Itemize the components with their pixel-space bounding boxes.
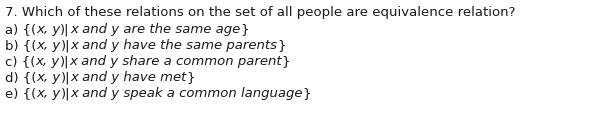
Text: x and y speak a common language: x and y speak a common language bbox=[70, 87, 303, 100]
Text: )|: )| bbox=[61, 39, 70, 52]
Text: 7. Which of these relations on the set of all people are equivalence relation?: 7. Which of these relations on the set o… bbox=[5, 6, 516, 19]
Text: }: } bbox=[277, 39, 285, 52]
Text: x, y: x, y bbox=[36, 71, 61, 84]
Text: x and y share a common parent: x and y share a common parent bbox=[69, 55, 282, 68]
Text: x, y: x, y bbox=[36, 87, 61, 100]
Text: c) {(: c) {( bbox=[5, 55, 35, 68]
Text: x, y: x, y bbox=[36, 39, 61, 52]
Text: e) {(: e) {( bbox=[5, 87, 36, 100]
Text: }: } bbox=[240, 23, 249, 36]
Text: b) {(: b) {( bbox=[5, 39, 36, 52]
Text: d) {(: d) {( bbox=[5, 71, 36, 84]
Text: x, y: x, y bbox=[35, 55, 60, 68]
Text: }: } bbox=[282, 55, 290, 68]
Text: x and y are the same age: x and y are the same age bbox=[70, 23, 240, 36]
Text: )|: )| bbox=[61, 87, 70, 100]
Text: x and y have met: x and y have met bbox=[70, 71, 187, 84]
Text: x, y: x, y bbox=[36, 23, 60, 36]
Text: )|: )| bbox=[60, 55, 69, 68]
Text: }: } bbox=[303, 87, 311, 100]
Text: )|: )| bbox=[61, 71, 70, 84]
Text: }: } bbox=[187, 71, 195, 84]
Text: x and y have the same parents: x and y have the same parents bbox=[70, 39, 277, 52]
Text: a) {(: a) {( bbox=[5, 23, 36, 36]
Text: )|: )| bbox=[60, 23, 70, 36]
